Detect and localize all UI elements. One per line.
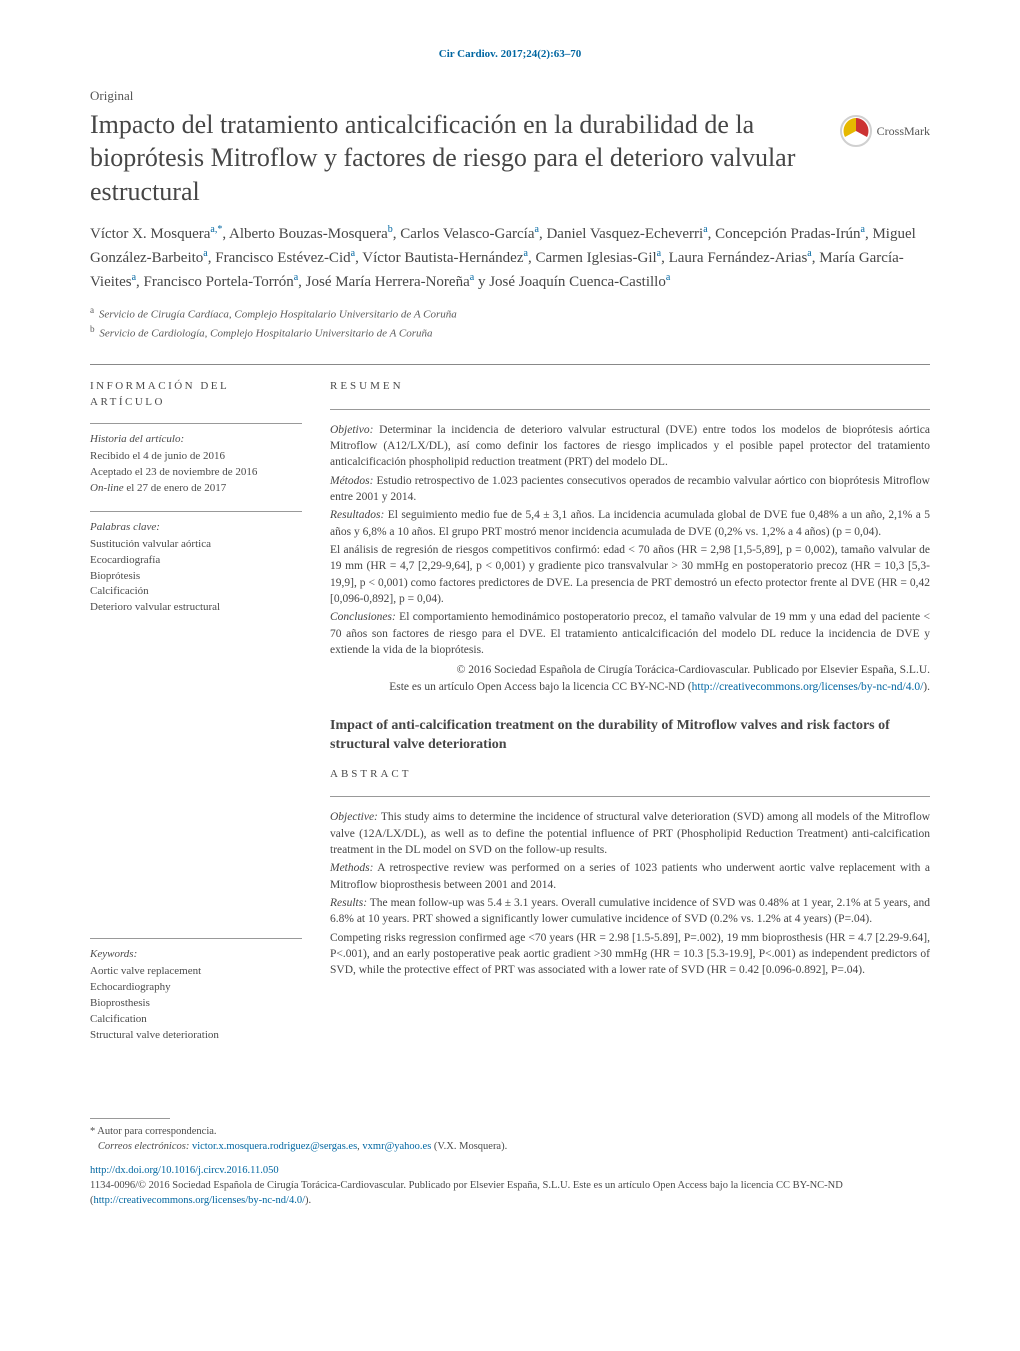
emails-line: Correos electrónicos: victor.x.mosquera.…	[90, 1140, 930, 1155]
keyword-item: Sustitución valvular aórtica	[90, 537, 302, 553]
emails-label: Correos electrónicos:	[98, 1141, 189, 1152]
email-link-1[interactable]: victor.x.mosquera.rodriguez@sergas.es	[192, 1141, 357, 1152]
info-heading: información del artículo	[90, 379, 302, 411]
page-footer: * Autor para correspondencia. Correos el…	[90, 1118, 930, 1208]
resumen-divider	[330, 409, 930, 410]
keyword-item: Bioprosthesis	[90, 996, 302, 1012]
resumen-paragraph: El análisis de regresión de riesgos comp…	[330, 542, 930, 607]
sidebar-divider	[90, 423, 302, 424]
keyword-item: Calcification	[90, 1012, 302, 1028]
article-title: Impacto del tratamiento anticalcificació…	[90, 108, 839, 208]
keywords-es-heading: Palabras clave:	[90, 520, 302, 536]
doi-link[interactable]: http://dx.doi.org/10.1016/j.circv.2016.1…	[90, 1164, 930, 1179]
keyword-item: Bioprótesis	[90, 569, 302, 585]
issn-license-link[interactable]: http://creativecommons.org/licenses/by-n…	[94, 1195, 306, 1206]
abstract-body: Objective: This study aims to determine …	[330, 809, 930, 978]
abstract-paragraph: Results: The mean follow-up was 5.4 ± 3.…	[330, 895, 930, 928]
keywords-es-block: Palabras clave: Sustitución valvular aór…	[90, 520, 302, 617]
keyword-item: Structural valve deterioration	[90, 1028, 302, 1044]
resumen-paragraph: Objetivo: Determinar la incidencia de de…	[330, 422, 930, 471]
crossmark-icon	[839, 114, 873, 148]
resumen-paragraph: Métodos: Estudio retrospectivo de 1.023 …	[330, 473, 930, 506]
issn-line: 1134-0096/© 2016 Sociedad Española de Ci…	[90, 1179, 930, 1208]
keyword-item: Aortic valve replacement	[90, 964, 302, 980]
crossmark-badge[interactable]: CrossMark	[839, 114, 930, 148]
sidebar-divider	[90, 511, 302, 512]
keyword-item: Echocardiography	[90, 980, 302, 996]
resumen-paragraph: Conclusiones: El comportamiento hemodiná…	[330, 609, 930, 658]
article-type-label: Original	[90, 88, 930, 104]
title-row: Impacto del tratamiento anticalcificació…	[90, 108, 930, 222]
article-page: Cir Cardiov. 2017;24(2):63–70 Original I…	[0, 0, 1020, 1248]
author-list: Víctor X. Mosqueraa,*, Alberto Bouzas-Mo…	[90, 222, 930, 294]
history-line: Aceptado el 23 de noviembre de 2016	[90, 465, 302, 481]
crossmark-label: CrossMark	[877, 124, 930, 139]
copyright-line2-pre: Este es un artículo Open Access bajo la …	[389, 681, 691, 693]
email-link-2[interactable]: vxmr@yahoo.es	[362, 1141, 431, 1152]
affiliation-item: b Servicio de Cardiología, Complejo Hosp…	[90, 323, 930, 342]
keywords-en-heading: Keywords:	[90, 947, 302, 963]
divider-top	[90, 364, 930, 365]
english-title: Impact of anti-calcification treatment o…	[330, 717, 930, 755]
history-block: Historia del artículo: Recibido el 4 de …	[90, 432, 302, 497]
abstract-heading: abstract	[330, 767, 930, 783]
abstract-paragraph: Objective: This study aims to determine …	[330, 809, 930, 858]
issn-post: ).	[305, 1195, 311, 1206]
keyword-item: Ecocardiografía	[90, 553, 302, 569]
abstract-main: resumen Objetivo: Determinar la incidenc…	[330, 379, 930, 1058]
history-line: Recibido el 4 de junio de 2016	[90, 449, 302, 465]
sidebar-spacer	[90, 630, 302, 928]
abstract-divider	[330, 796, 930, 797]
copyright-block: © 2016 Sociedad Española de Cirugía Torá…	[330, 662, 930, 695]
keywords-en-block: Keywords: Aortic valve replacementEchoca…	[90, 947, 302, 1044]
copyright-line2-post: ).	[923, 681, 930, 693]
article-info-sidebar: información del artículo Historia del ar…	[90, 379, 302, 1058]
license-link[interactable]: http://creativecommons.org/licenses/by-n…	[692, 681, 924, 693]
resumen-paragraph: Resultados: El seguimiento medio fue de …	[330, 507, 930, 540]
sidebar-divider	[90, 938, 302, 939]
corresponding-marker: * Autor para correspondencia.	[90, 1125, 930, 1140]
abstract-paragraph: Competing risks regression confirmed age…	[330, 930, 930, 979]
keyword-item: Deterioro valvular estructural	[90, 600, 302, 616]
resumen-body: Objetivo: Determinar la incidencia de de…	[330, 422, 930, 659]
content-two-column: información del artículo Historia del ar…	[90, 379, 930, 1058]
resumen-heading: resumen	[330, 379, 930, 395]
footer-short-rule	[90, 1118, 170, 1119]
affiliations-list: a Servicio de Cirugía Cardíaca, Complejo…	[90, 304, 930, 342]
email-tail: (V.X. Mosquera).	[431, 1141, 507, 1152]
affiliation-item: a Servicio de Cirugía Cardíaca, Complejo…	[90, 304, 930, 323]
copyright-line1: © 2016 Sociedad Española de Cirugía Torá…	[457, 664, 930, 676]
keyword-item: Calcificación	[90, 584, 302, 600]
abstract-paragraph: Methods: A retrospective review was perf…	[330, 860, 930, 893]
history-heading: Historia del artículo:	[90, 432, 302, 448]
journal-citation: Cir Cardiov. 2017;24(2):63–70	[90, 48, 930, 60]
history-line: On-line el 27 de enero de 2017	[90, 481, 302, 497]
